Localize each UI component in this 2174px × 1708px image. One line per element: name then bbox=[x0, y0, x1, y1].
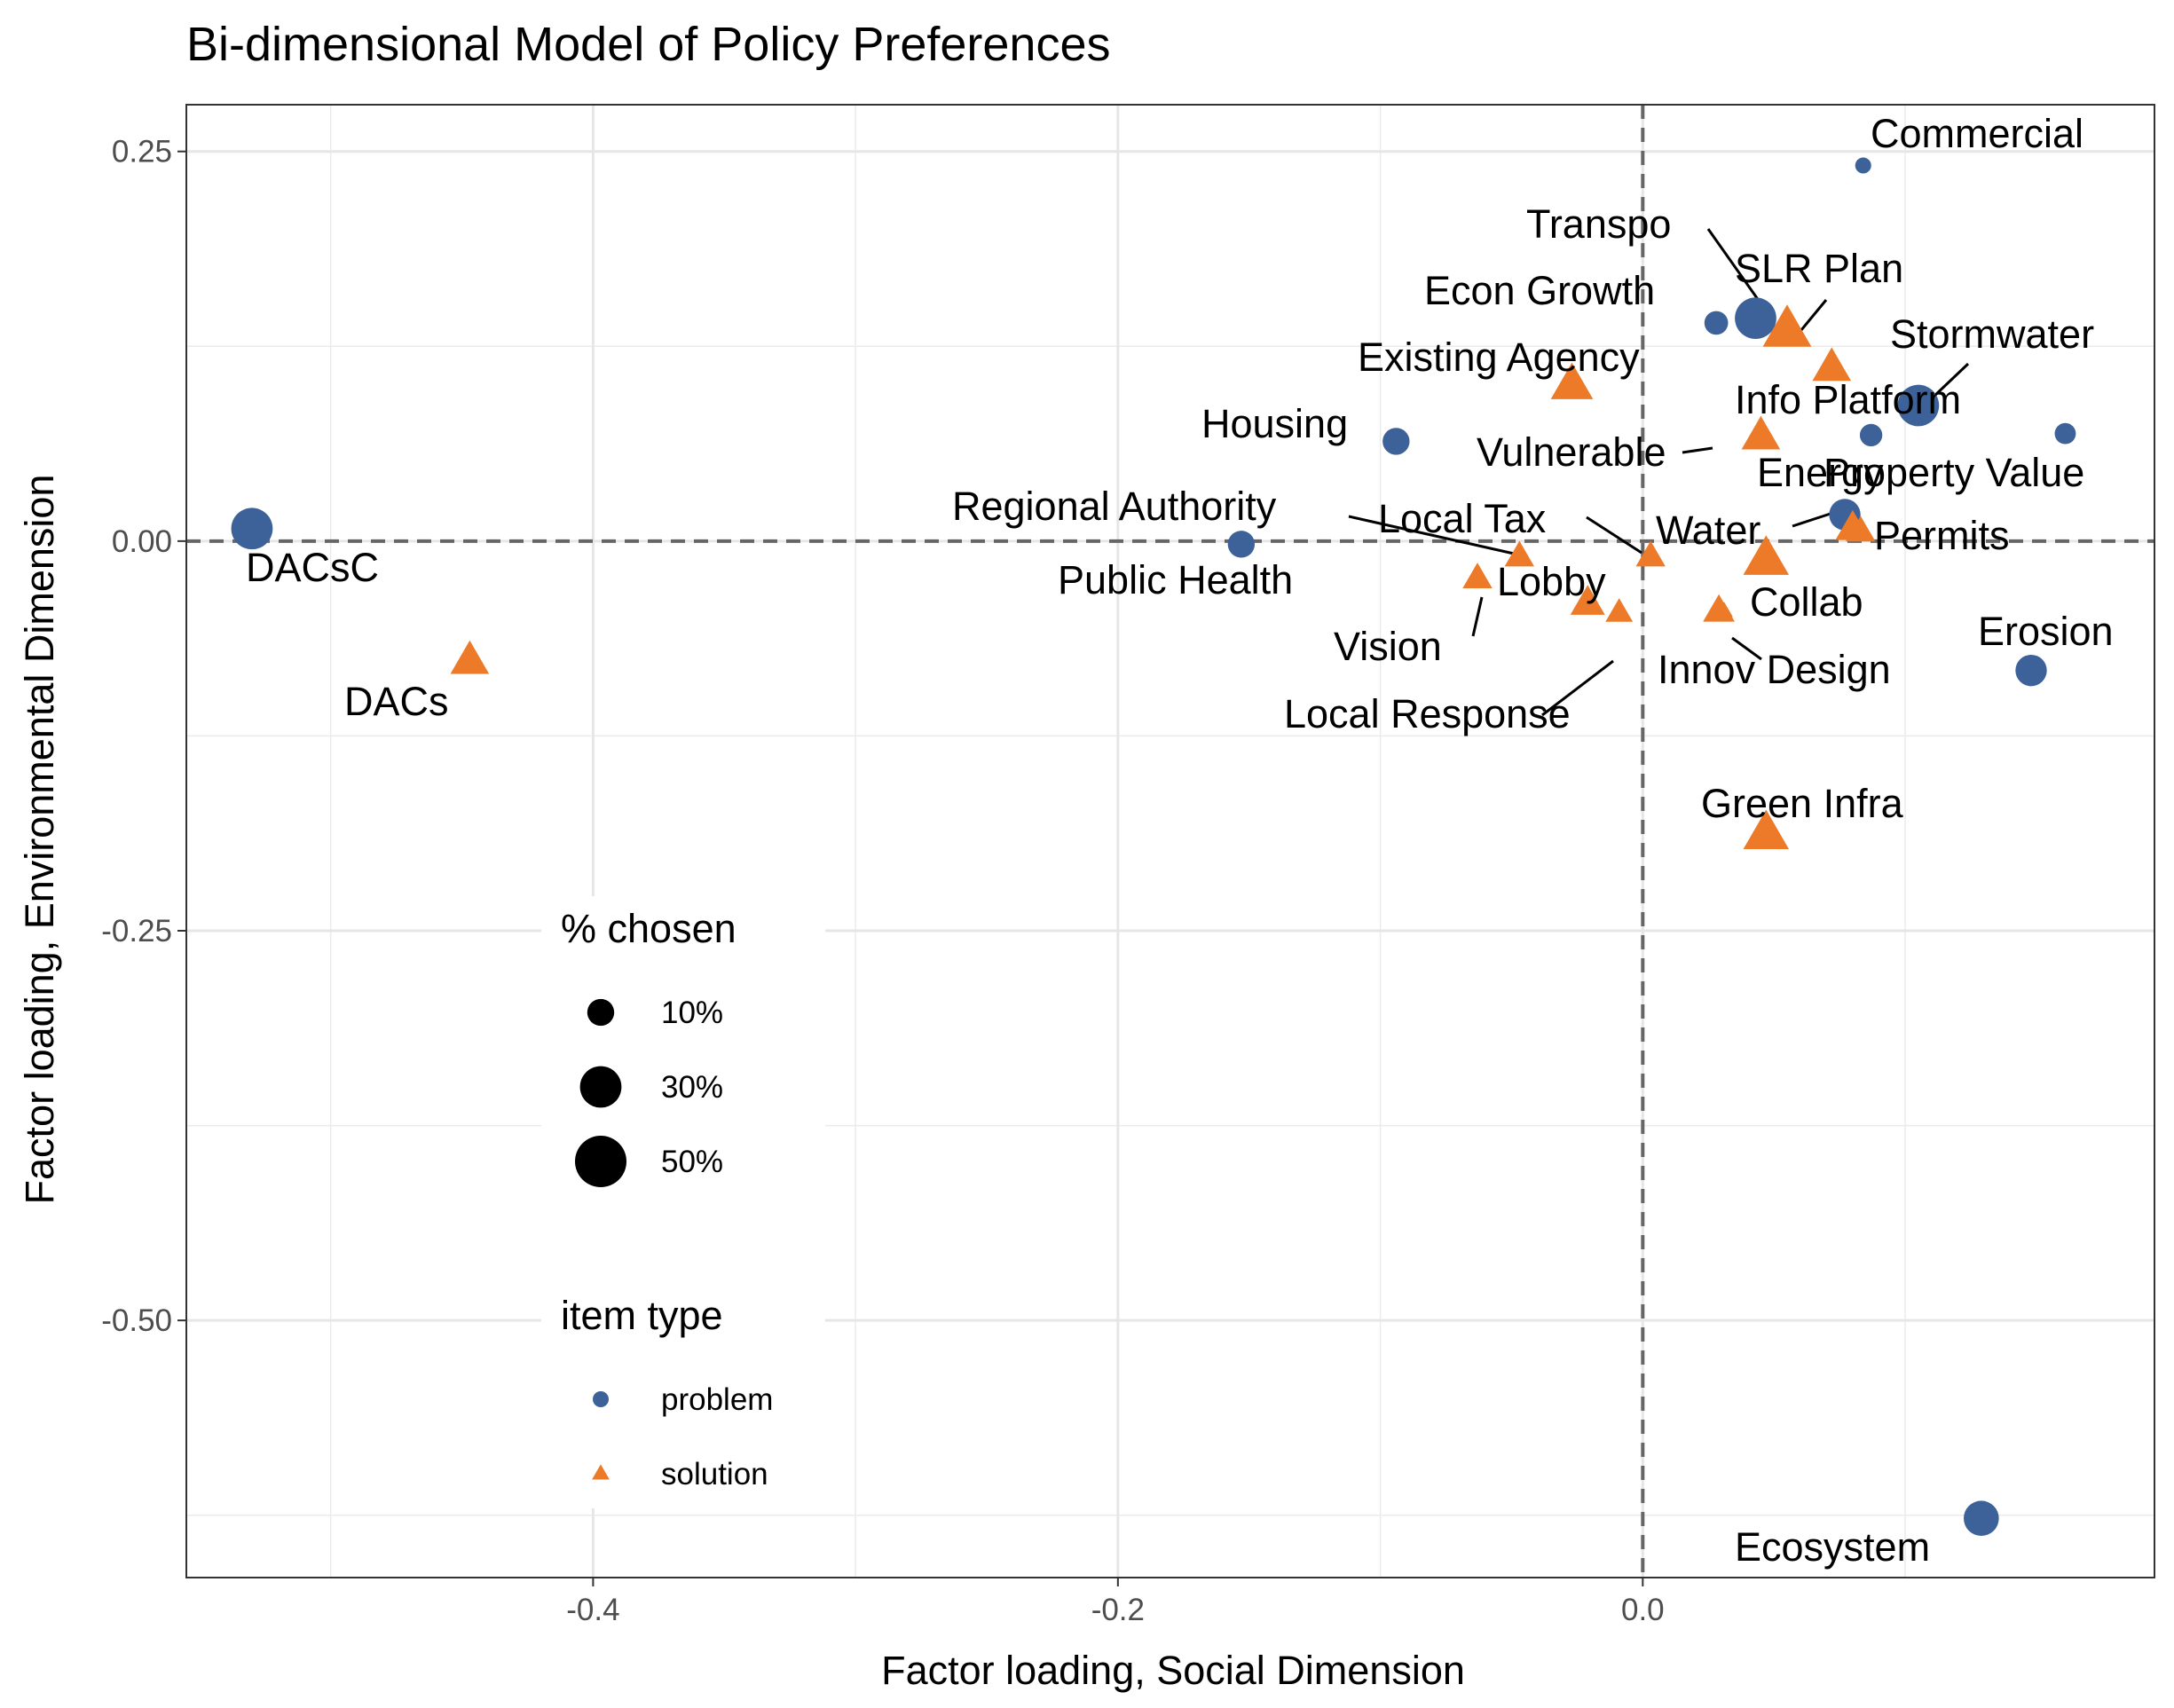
point-label: Vulnerable bbox=[1477, 429, 1666, 475]
point-label: Transpo bbox=[1526, 201, 1671, 247]
legend-size-key bbox=[575, 1136, 626, 1187]
y-tick-label: -0.25 bbox=[101, 914, 172, 948]
point-label: Local Response bbox=[1284, 691, 1571, 736]
leader-line bbox=[1541, 659, 1614, 717]
point-problem bbox=[1735, 297, 1776, 340]
point-solution bbox=[450, 640, 490, 674]
x-tick-label: -0.4 bbox=[566, 1593, 619, 1627]
point-problem bbox=[2054, 422, 2076, 445]
point-label: Public Health bbox=[1058, 557, 1293, 602]
y-axis: 0.25 0.00 -0.25 -0.50 bbox=[101, 135, 186, 1338]
x-axis: -0.4 -0.2 0.0 bbox=[566, 1578, 1665, 1627]
point-label: Erosion bbox=[1978, 609, 2114, 654]
point-solution bbox=[1462, 563, 1493, 589]
legend: % chosen 10% 30% 50% item type problem solu… bbox=[541, 896, 825, 1508]
point-label: Regional Authority bbox=[952, 484, 1277, 529]
point-labels: Commercial Transpo Econ Growth SLR Plan Exis… bbox=[246, 111, 2114, 1570]
point-label: Permits bbox=[1874, 513, 2010, 558]
leader-line bbox=[1731, 636, 1762, 661]
y-tick-label: -0.50 bbox=[101, 1303, 172, 1338]
point-solution bbox=[1570, 585, 1605, 615]
legend-size-label: 50% bbox=[661, 1145, 723, 1179]
point-label: Local Tax bbox=[1378, 496, 1547, 541]
leader-line bbox=[1706, 228, 1763, 305]
point-label: Stormwater bbox=[1890, 311, 2094, 357]
legend-type-title: item type bbox=[561, 1293, 723, 1338]
point-label: DACs bbox=[344, 679, 449, 724]
point-solution bbox=[1605, 598, 1634, 622]
point-label: Property Value bbox=[1823, 450, 2084, 495]
leader-line bbox=[1586, 516, 1642, 555]
data-points bbox=[231, 157, 2076, 1537]
point-solution bbox=[1743, 535, 1790, 575]
legend-type-label: problem bbox=[661, 1382, 773, 1417]
panel-border bbox=[185, 104, 2155, 1578]
point-solution bbox=[1635, 540, 1666, 567]
leader-line bbox=[1471, 596, 1484, 637]
point-label: DACsC bbox=[246, 545, 379, 590]
point-label: Econ Growth bbox=[1424, 268, 1655, 313]
legend-type-label: solution bbox=[661, 1457, 768, 1492]
legend-size-key bbox=[587, 998, 615, 1027]
point-label: Commercial bbox=[1871, 111, 2083, 156]
leader-line bbox=[1682, 446, 1713, 454]
x-tick-label: 0.0 bbox=[1621, 1593, 1665, 1627]
plot-panel: Commercial Transpo Econ Growth SLR Plan Exis… bbox=[185, 104, 2155, 1578]
chart-title: Bi-dimensional Model of Policy Preferenc… bbox=[186, 18, 1110, 71]
point-label: Vision bbox=[1334, 624, 1442, 669]
point-label: Collab bbox=[1750, 579, 1863, 625]
point-label: SLR Plan bbox=[1735, 246, 1903, 291]
point-solution bbox=[1812, 347, 1852, 382]
leader-line bbox=[1795, 299, 1828, 336]
panel-background bbox=[186, 105, 2154, 1578]
x-tick-label: -0.2 bbox=[1091, 1593, 1145, 1627]
point-problem bbox=[1859, 423, 1883, 447]
point-label: Info Platform bbox=[1735, 377, 1961, 422]
point-problem bbox=[1704, 311, 1729, 335]
point-problem bbox=[231, 508, 273, 550]
y-axis-title: Factor loading, Environmental Dimension bbox=[17, 475, 62, 1205]
legend-size-entries: 10% 30% 50% bbox=[575, 996, 723, 1187]
point-solution bbox=[1504, 540, 1535, 567]
point-problem bbox=[1855, 157, 1871, 174]
point-solution bbox=[1743, 809, 1790, 850]
legend-size-label: 10% bbox=[661, 996, 723, 1030]
grid-minor bbox=[186, 105, 2154, 1578]
point-label: Innov Design bbox=[1658, 647, 1891, 692]
point-label: Ecosystem bbox=[1735, 1524, 1930, 1570]
legend-type-key bbox=[593, 1391, 609, 1407]
leader-line bbox=[1931, 362, 1970, 399]
y-tick-label: 0.00 bbox=[112, 524, 172, 559]
point-label: Lobby bbox=[1497, 559, 1606, 604]
legend-size-label: 30% bbox=[661, 1070, 723, 1105]
point-solution bbox=[1550, 362, 1594, 399]
point-solution bbox=[1762, 304, 1812, 347]
point-solution bbox=[1741, 415, 1781, 450]
y-tick-label: 0.25 bbox=[112, 135, 172, 169]
point-problem bbox=[2015, 654, 2047, 687]
point-problem bbox=[1897, 384, 1940, 427]
legend-background bbox=[541, 896, 825, 1508]
point-label: Green Infra bbox=[1701, 781, 1904, 826]
point-label: Energy bbox=[1757, 450, 1884, 495]
point-problem bbox=[1964, 1500, 1999, 1537]
legend-type-key bbox=[592, 1464, 610, 1480]
point-label: Housing bbox=[1201, 401, 1348, 446]
x-axis-title: Factor loading, Social Dimension bbox=[881, 1648, 1465, 1693]
leader-line bbox=[1348, 515, 1523, 557]
reference-lines bbox=[186, 105, 2154, 1578]
legend-size-title: % chosen bbox=[561, 906, 736, 951]
point-solution bbox=[1715, 602, 1733, 618]
point-solution bbox=[1846, 516, 1876, 542]
legend-type-entries: problem solution bbox=[592, 1382, 773, 1492]
point-problem bbox=[1382, 428, 1410, 455]
point-problem bbox=[1227, 531, 1256, 558]
point-label: Existing Agency bbox=[1358, 335, 1640, 380]
legend-size-key bbox=[579, 1066, 622, 1108]
point-label: Water bbox=[1656, 508, 1760, 553]
